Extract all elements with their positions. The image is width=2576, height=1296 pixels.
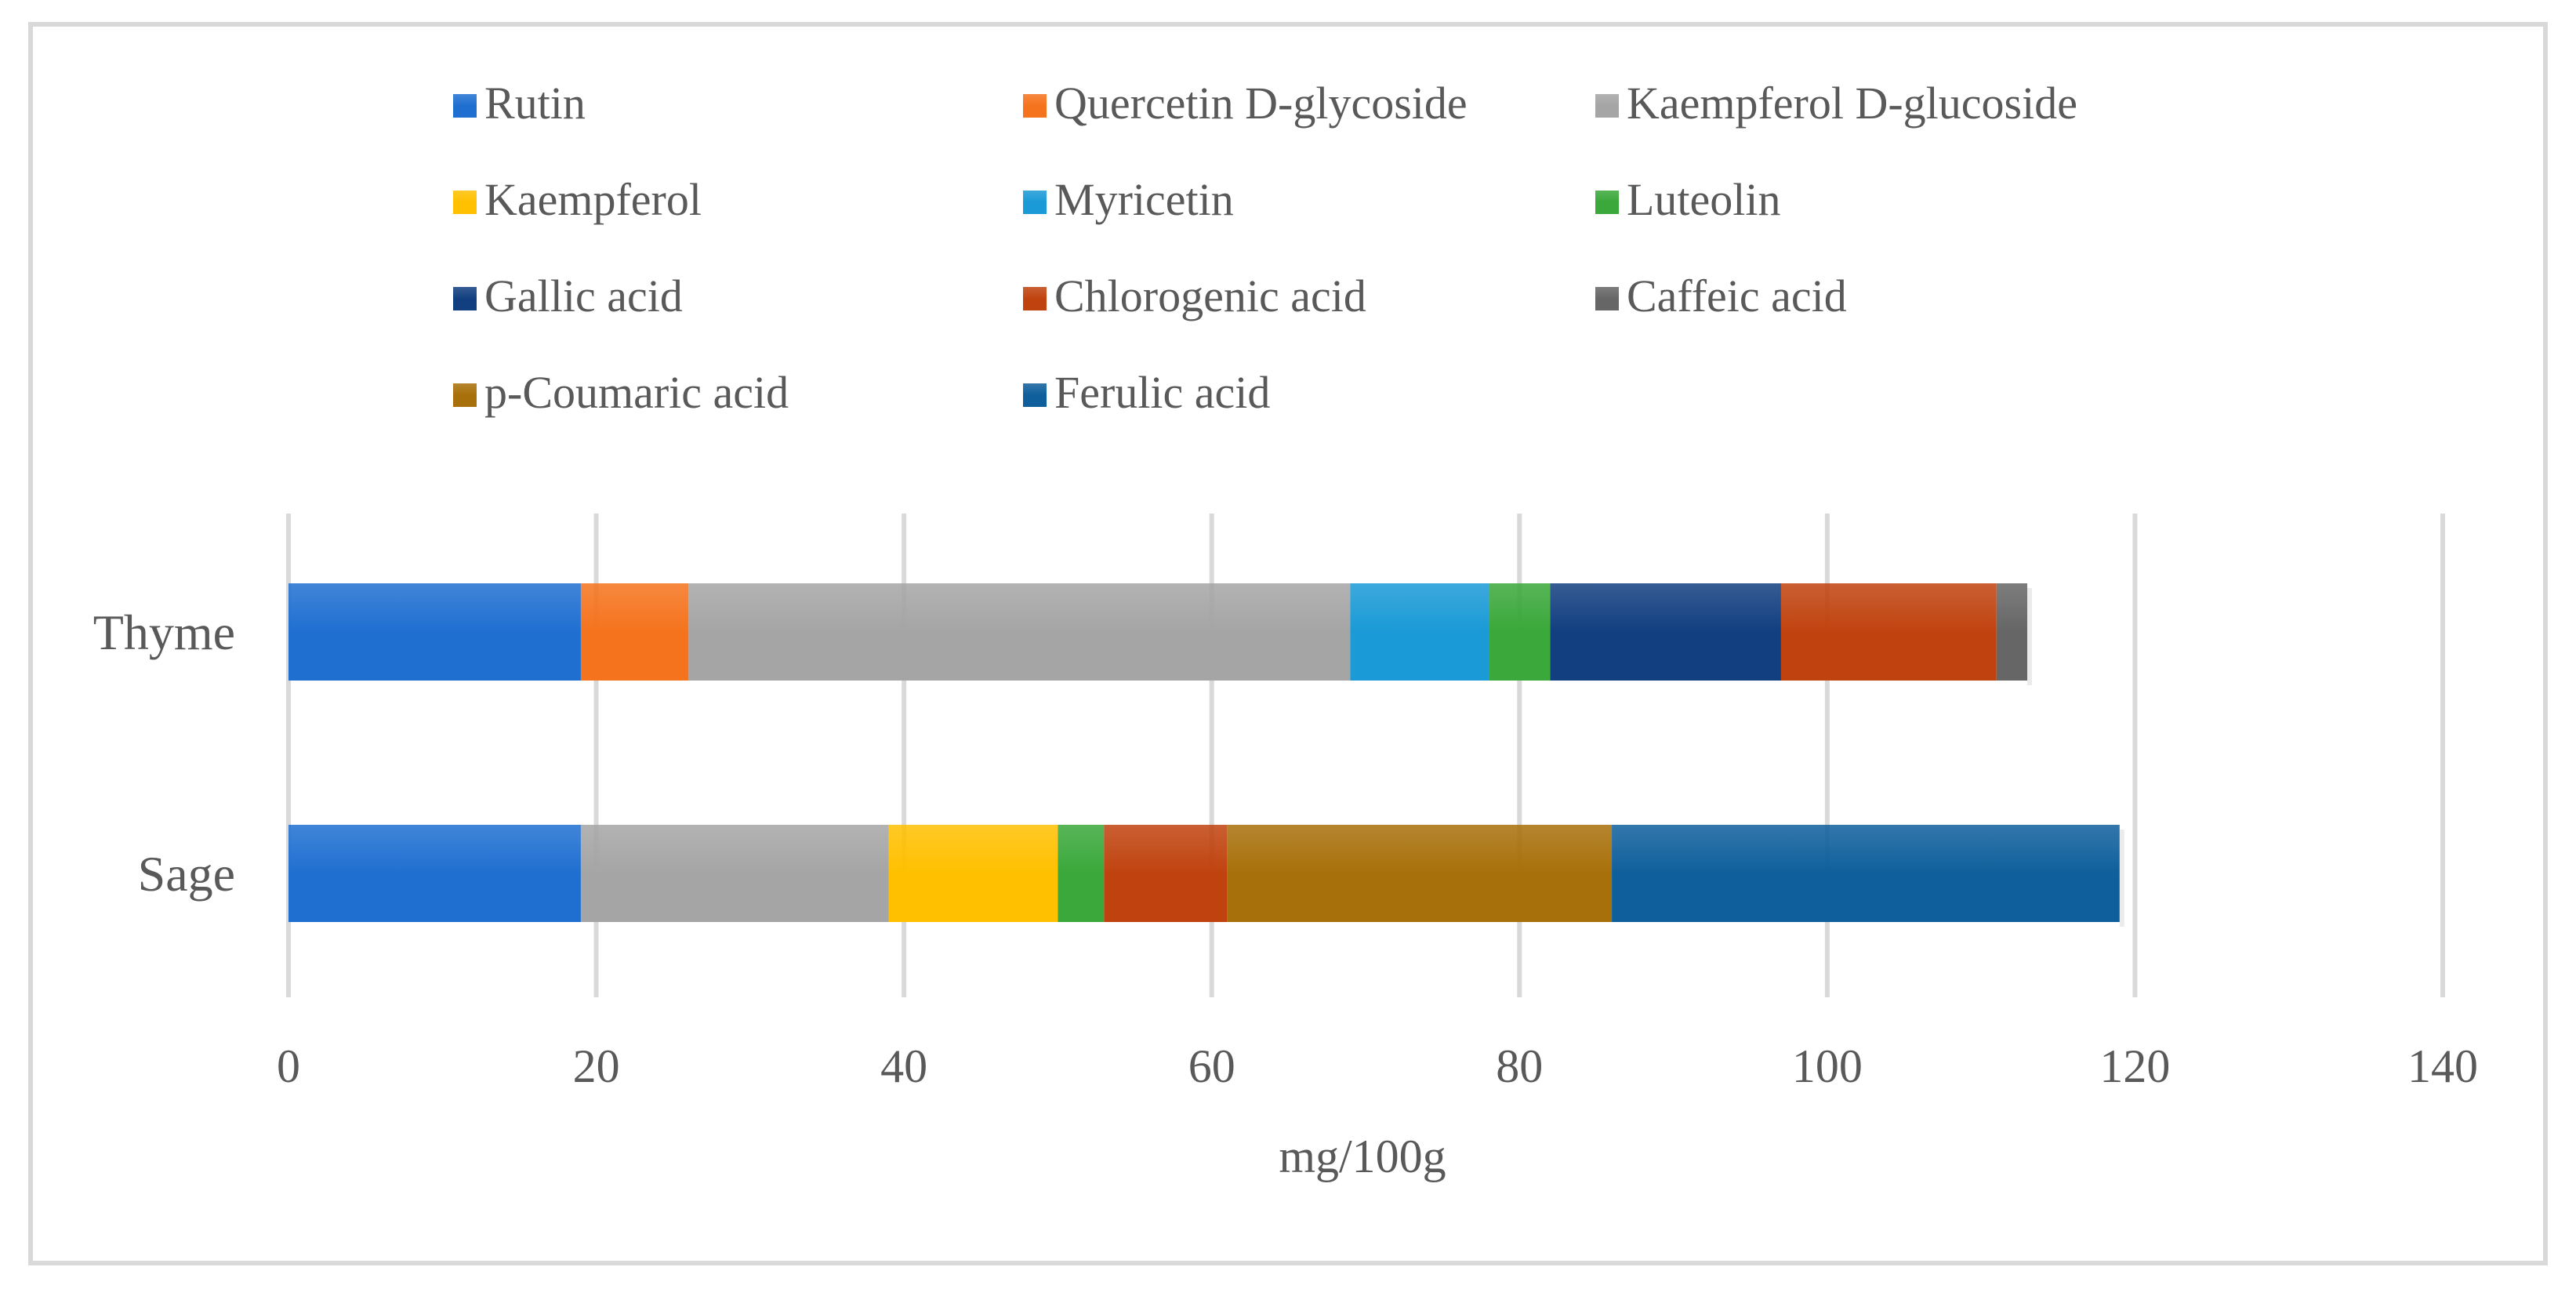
legend-label-kaempferol-d-glucoside: Kaempferol D-glucoside <box>1627 78 2077 129</box>
x-tick-label-60: 60 <box>1188 1040 1235 1092</box>
legend-swatch-myricetin <box>1023 191 1047 214</box>
bar-thyme-myricetin <box>1350 583 1489 681</box>
bars <box>288 583 2124 927</box>
bar-thyme-caffeic-acid <box>1996 583 2028 681</box>
legend-label-gallic-acid: Gallic acid <box>484 270 683 321</box>
bar-sage-kaempferol <box>888 825 1058 922</box>
x-tick-label-40: 40 <box>880 1040 927 1092</box>
legend-swatch-kaempferol <box>453 191 477 214</box>
legend-label-chlorogenic-acid: Chlorogenic acid <box>1054 270 1366 321</box>
bar-sage-p-coumaric-acid <box>1227 825 1613 922</box>
legend-label-luteolin: Luteolin <box>1627 174 1781 225</box>
bar-thyme-rutin <box>288 583 581 681</box>
x-tick-label-120: 120 <box>2099 1040 2170 1092</box>
bar-sage-luteolin <box>1058 825 1105 922</box>
legend-swatch-quercetin-d-glycoside <box>1023 94 1047 118</box>
bar-sage-rutin <box>288 825 581 922</box>
x-tick-label-80: 80 <box>1496 1040 1543 1092</box>
legend-label-ferulic-acid: Ferulic acid <box>1054 367 1270 418</box>
legend: Rutin Quercetin D-glycoside Kaempferol D-g… <box>453 78 2077 418</box>
bar-thyme-quercetin-d-glycoside <box>580 583 689 681</box>
bar-thyme-luteolin <box>1489 583 1551 681</box>
bar-thyme-chlorogenic-acid <box>1780 583 1997 681</box>
bar-sage-chlorogenic-acid <box>1104 825 1228 922</box>
legend-label-rutin: Rutin <box>484 78 586 129</box>
category-label-sage: Sage <box>138 846 235 902</box>
legend-label-myricetin: Myricetin <box>1054 174 1234 225</box>
bar-shadow-thyme <box>2027 588 2033 685</box>
bar-thyme-kaempferol-d-glucoside <box>688 583 1351 681</box>
legend-swatch-ferulic-acid <box>1023 383 1047 407</box>
legend-swatch-chlorogenic-acid <box>1023 287 1047 310</box>
x-tick-label-140: 140 <box>2407 1040 2478 1092</box>
legend-swatch-p-coumaric-acid <box>453 383 477 407</box>
x-tick-label-100: 100 <box>1792 1040 1863 1092</box>
legend-label-quercetin-d-glycoside: Quercetin D-glycoside <box>1054 78 1468 129</box>
x-axis-title: mg/100g <box>1279 1131 1446 1182</box>
legend-swatch-caffeic-acid <box>1595 287 1619 310</box>
bar-sage-ferulic-acid <box>1612 825 2120 922</box>
axes: 0 20 40 60 80 100 120 140 mg/100g Thyme Sage <box>93 604 2478 1182</box>
legend-swatch-gallic-acid <box>453 287 477 310</box>
category-label-thyme: Thyme <box>93 604 235 660</box>
legend-swatch-kaempferol-d-glucoside <box>1595 94 1619 118</box>
bar-sage-kaempferol-d-glucoside <box>580 825 889 922</box>
x-tick-label-0: 0 <box>277 1040 300 1092</box>
legend-swatch-luteolin <box>1595 191 1619 214</box>
x-tick-label-20: 20 <box>573 1040 620 1092</box>
bar-shadow-sage <box>2119 830 2124 927</box>
legend-swatch-rutin <box>453 94 477 118</box>
legend-label-kaempferol: Kaempferol <box>484 174 702 225</box>
bar-thyme-gallic-acid <box>1550 583 1781 681</box>
legend-label-caffeic-acid: Caffeic acid <box>1627 270 1847 321</box>
legend-label-p-coumaric-acid: p-Coumaric acid <box>484 367 789 418</box>
